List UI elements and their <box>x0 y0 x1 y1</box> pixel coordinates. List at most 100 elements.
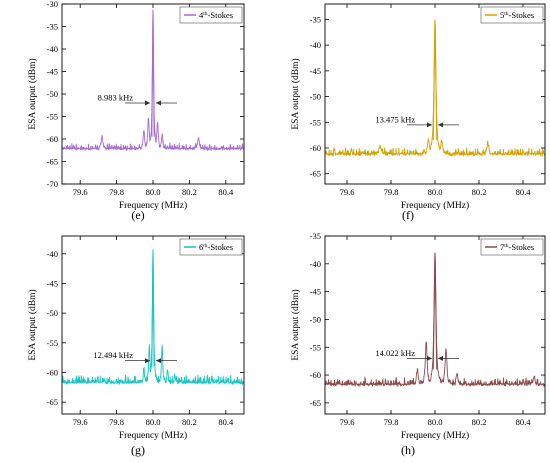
x-tick-label: 80.4 <box>218 417 234 427</box>
panel-label: (h) <box>401 443 415 457</box>
panel-label: (g) <box>131 443 145 457</box>
panel-label: (f) <box>402 208 414 222</box>
y-tick-label: -50 <box>47 308 58 318</box>
legend-sup: th <box>203 243 208 249</box>
legend-order: 4 <box>199 10 204 20</box>
annotation-arrowhead-left <box>145 358 150 364</box>
panel-h: 79.6 79.8 80.0 80.2 80.4 -65 -60 -55 -50 -45 -40 -3… <box>290 231 546 457</box>
legend-box <box>179 238 243 256</box>
y-axis-label: ESA output (dBm) <box>290 289 301 360</box>
main-peak <box>432 252 438 370</box>
y-tick-label: -55 <box>310 117 321 127</box>
legend-box <box>480 238 544 256</box>
y-tick-label: -40 <box>47 249 58 259</box>
x-tick-label: 79.8 <box>109 187 124 197</box>
y-tick-label: -55 <box>47 112 58 122</box>
x-axis-label: Frequency (MHz) <box>119 430 187 441</box>
annotation-arrowhead-right <box>438 122 443 128</box>
x-tick-label: 79.6 <box>340 417 355 427</box>
y-tick-label: -45 <box>47 67 58 77</box>
linewidth-annotation: 14.022 kHz <box>375 348 415 358</box>
x-axis-label: Frequency (MHz) <box>119 200 187 211</box>
legend-label: 5th-Stokes <box>500 10 534 20</box>
panel-g: 79.6 79.8 80.0 80.2 80.4 -65 -60 -55 -50 -45 -40 Fr… <box>27 235 245 457</box>
annotation-arrowhead-right <box>438 355 443 361</box>
y-tick-label: -40 <box>310 40 321 50</box>
x-tick-label: 80.0 <box>146 417 161 427</box>
legend-order: 7 <box>500 242 504 252</box>
panel-label: (e) <box>131 208 144 222</box>
legend-order: 6 <box>199 242 203 252</box>
legend-rest: -Stokes <box>208 10 234 20</box>
y-tick-label: -60 <box>47 134 58 144</box>
x-tick-label: 80.2 <box>472 417 487 427</box>
annotation-arrowhead-left <box>427 122 432 128</box>
main-peak <box>432 19 438 141</box>
y-axis-label: ESA output (dBm) <box>27 289 38 360</box>
x-tick-label: 80.4 <box>516 417 532 427</box>
y-tick-label: -60 <box>47 367 58 377</box>
legend-rest: -Stokes <box>509 242 535 252</box>
y-tick-label: -35 <box>47 22 58 32</box>
y-tick-label: -50 <box>310 92 321 102</box>
y-axis-label: ESA output (dBm) <box>290 58 301 129</box>
x-tick-label: 79.6 <box>340 187 355 197</box>
annotation-arrowhead-left <box>427 355 432 361</box>
y-tick-label: -65 <box>310 398 321 408</box>
legend-rest: -Stokes <box>208 242 234 252</box>
legend-rest: -Stokes <box>509 10 535 20</box>
panel-e: 79.6 79.8 80.0 80.2 80.4 -70 -65 -60 -55 -50 -45 -4… <box>27 0 245 222</box>
y-tick-label: -65 <box>310 169 321 179</box>
legend-sup: th <box>203 11 208 17</box>
linewidth-annotation: 12.494 kHz <box>93 350 133 360</box>
x-tick-label: 79.8 <box>109 417 124 427</box>
x-tick-label: 80.4 <box>218 187 234 197</box>
y-tick-label: -30 <box>47 0 58 9</box>
x-tick-label: 80.0 <box>428 417 443 427</box>
x-tick-label: 80.2 <box>472 187 487 197</box>
y-tick-label: -70 <box>47 179 58 189</box>
y-tick-label: -40 <box>47 44 58 54</box>
legend-label: 4th-Stokes <box>199 10 233 20</box>
y-tick-label: -55 <box>47 338 58 348</box>
main-peak <box>151 10 155 137</box>
legend-label: 7th-Stokes <box>500 242 534 252</box>
y-tick-label: -65 <box>47 157 58 167</box>
x-axis-label: Frequency (MHz) <box>401 430 469 441</box>
legend-sup: th <box>504 243 509 249</box>
y-tick-label: -60 <box>310 370 321 380</box>
y-tick-label: -45 <box>47 278 58 288</box>
legend-sup: th <box>504 11 509 17</box>
y-tick-label: -50 <box>310 314 321 324</box>
y-tick-label: -35 <box>310 14 321 24</box>
x-tick-label: 80.2 <box>182 187 197 197</box>
y-tick-label: -35 <box>310 231 321 241</box>
legend-label: 6th-Stokes <box>199 242 233 252</box>
legend-box <box>480 6 544 24</box>
x-tick-label: 80.0 <box>428 187 443 197</box>
x-tick-label: 80.2 <box>182 417 197 427</box>
annotation-arrowhead-right <box>156 100 161 106</box>
x-axis-label: Frequency (MHz) <box>401 200 469 211</box>
panel-f: 79.6 79.8 80.0 80.2 80.4 -65 -60 -55 -50 -45 -40 -3… <box>290 3 546 222</box>
legend-box <box>179 6 243 24</box>
x-tick-label: 80.4 <box>516 187 532 197</box>
spectrum-line <box>61 249 245 386</box>
main-peak <box>151 250 155 367</box>
y-tick-label: -40 <box>310 259 321 269</box>
y-tick-label: -50 <box>47 89 58 99</box>
annotation-arrowhead-right <box>156 358 161 364</box>
y-tick-label: -55 <box>310 342 321 352</box>
y-tick-label: -60 <box>310 143 321 153</box>
y-axis-label: ESA output (dBm) <box>27 58 38 129</box>
y-tick-label: -45 <box>310 66 321 76</box>
y-tick-label: -45 <box>310 287 321 297</box>
y-tick-label: -65 <box>47 397 58 407</box>
x-tick-label: 80.0 <box>146 187 161 197</box>
linewidth-annotation: 8.983 kHz <box>98 93 134 103</box>
spectrum-line <box>61 9 245 152</box>
x-tick-label: 79.8 <box>384 187 399 197</box>
x-tick-label: 79.6 <box>73 417 88 427</box>
linewidth-annotation: 13.475 kHz <box>375 114 415 124</box>
annotation-arrowhead-left <box>145 100 150 106</box>
